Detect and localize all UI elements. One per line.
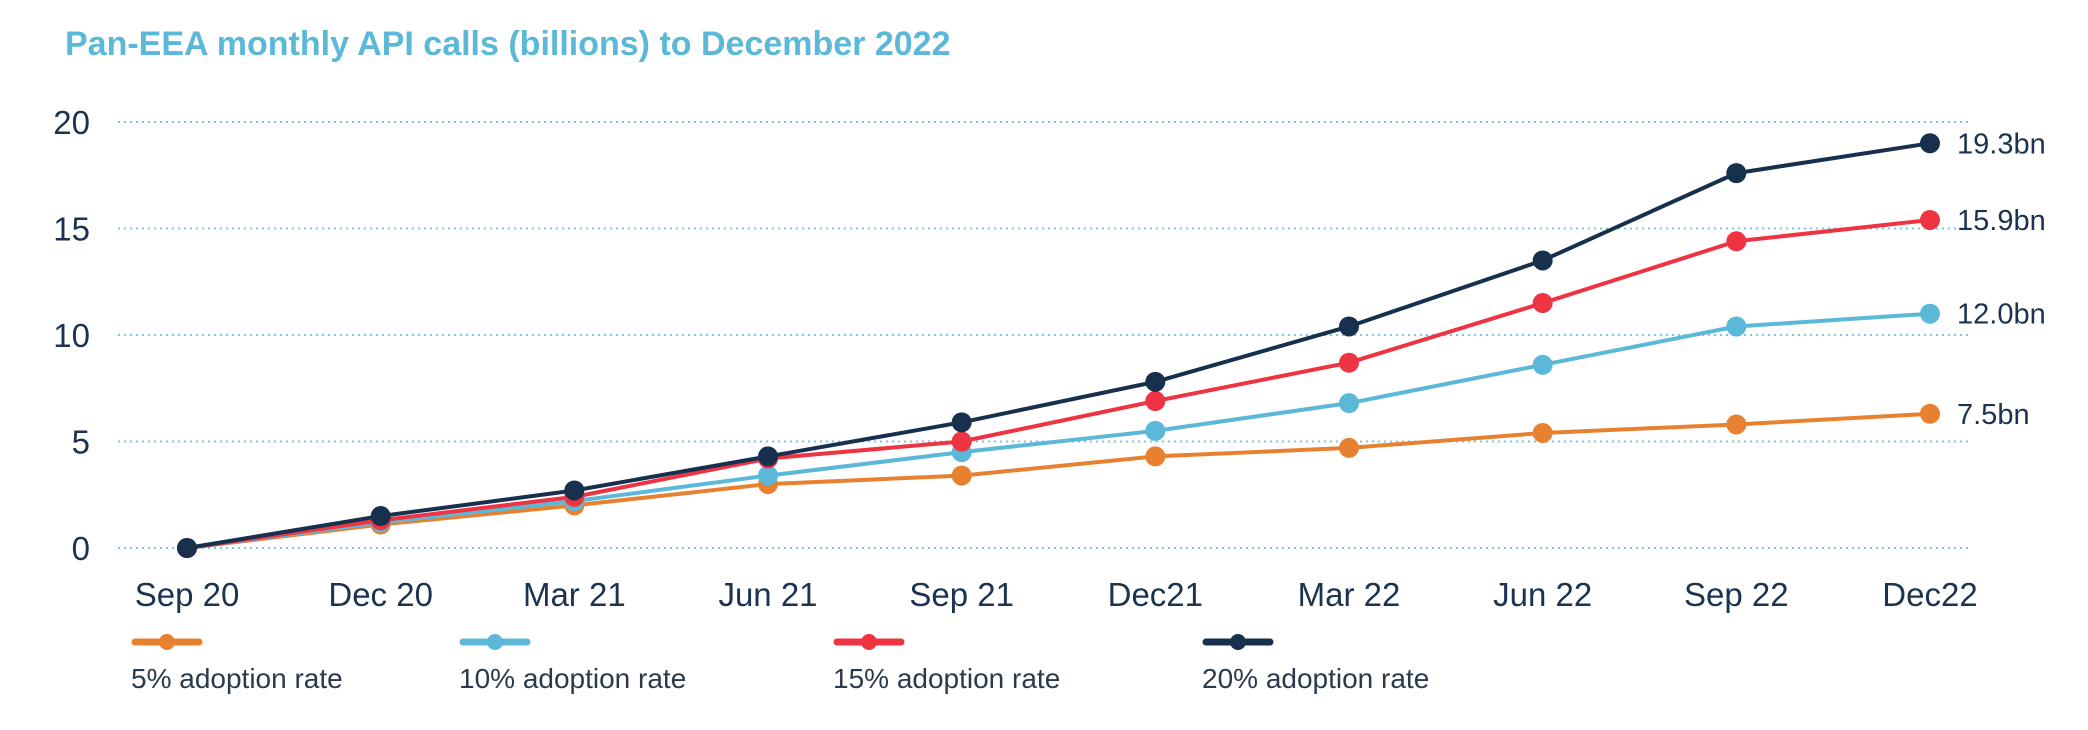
data-point (1532, 293, 1553, 314)
data-point (1920, 133, 1940, 154)
legend-label: 10% adoption rate (459, 663, 686, 694)
series-lines (177, 133, 1940, 558)
series-1 (177, 403, 1940, 558)
legend-swatch-dot (861, 634, 877, 650)
data-point (1726, 231, 1747, 252)
x-tick-label: Sep 20 (135, 576, 240, 613)
end-label: 19.3bn (1957, 128, 2046, 160)
data-point (1339, 316, 1359, 337)
x-tick-label: Dec22 (1882, 576, 1977, 613)
end-label: 12.0bn (1957, 299, 2046, 331)
legend: 5% adoption rate 10% adoption rate 15% ado… (131, 634, 1429, 694)
x-tick-label: Jun 21 (718, 576, 817, 613)
legend-swatch-dot (159, 634, 175, 650)
end-labels: 7.5bn 12.0bn 15.9bn 19.3bn (1957, 128, 2046, 431)
data-point (1145, 446, 1166, 467)
data-point (1726, 414, 1747, 435)
x-tick-label: Mar 22 (1298, 576, 1401, 613)
series-line (186, 411, 1931, 550)
x-tick-label: Sep 22 (1684, 576, 1789, 613)
data-point (1532, 354, 1553, 375)
x-tick-label: Dec 20 (328, 576, 433, 613)
x-tick-label: Dec21 (1108, 576, 1203, 613)
data-point (758, 446, 778, 467)
data-point (564, 480, 585, 501)
data-point (951, 412, 972, 433)
data-point (1532, 250, 1553, 271)
legend-item: 5% adoption rate (131, 634, 343, 694)
y-tick-label: 15 (53, 211, 90, 248)
data-point (758, 465, 778, 486)
end-label: 7.5bn (1957, 399, 2030, 431)
series-4 (177, 133, 1940, 558)
data-point (1920, 209, 1940, 230)
data-point (1726, 316, 1747, 337)
data-point (1145, 371, 1166, 392)
x-tick-label: Jun 22 (1493, 576, 1592, 613)
y-tick-label: 10 (53, 317, 90, 354)
data-point (1145, 420, 1166, 441)
series-line (186, 141, 1931, 550)
data-point (1339, 352, 1359, 373)
data-point (951, 431, 972, 452)
legend-label: 5% adoption rate (131, 663, 343, 694)
legend-item: 15% adoption rate (833, 634, 1060, 694)
chart-title: Pan-EEA monthly API calls (billions) to … (65, 25, 951, 63)
x-tick-label: Sep 21 (909, 576, 1014, 613)
data-point (1920, 303, 1940, 324)
legend-item: 20% adoption rate (1202, 634, 1429, 694)
legend-label: 20% adoption rate (1202, 663, 1429, 694)
y-tick-label: 0 (72, 530, 90, 567)
data-point (1532, 422, 1553, 443)
data-point (1145, 391, 1166, 412)
data-point (1726, 163, 1747, 184)
data-point (1339, 393, 1359, 414)
data-point (370, 506, 391, 527)
legend-swatch-dot (1230, 634, 1246, 650)
end-label: 15.9bn (1957, 205, 2046, 237)
series-line (186, 311, 1931, 550)
series-line (186, 217, 1931, 550)
legend-label: 15% adoption rate (833, 663, 1060, 694)
x-axis-ticks: Sep 20 Dec 20 Mar 21 Jun 21 Sep 21 Dec21 Mar 2… (135, 576, 1978, 613)
data-point (177, 538, 197, 558)
y-axis-ticks: 0 5 10 15 20 (53, 104, 90, 567)
legend-swatch-dot (487, 634, 503, 650)
data-point (1339, 437, 1359, 458)
legend-item: 10% adoption rate (459, 634, 686, 694)
data-point (951, 465, 972, 486)
x-tick-label: Mar 21 (523, 576, 626, 613)
y-tick-label: 5 (72, 424, 90, 461)
series-3 (177, 209, 1940, 558)
y-tick-label: 20 (53, 104, 90, 141)
data-point (1920, 403, 1940, 424)
